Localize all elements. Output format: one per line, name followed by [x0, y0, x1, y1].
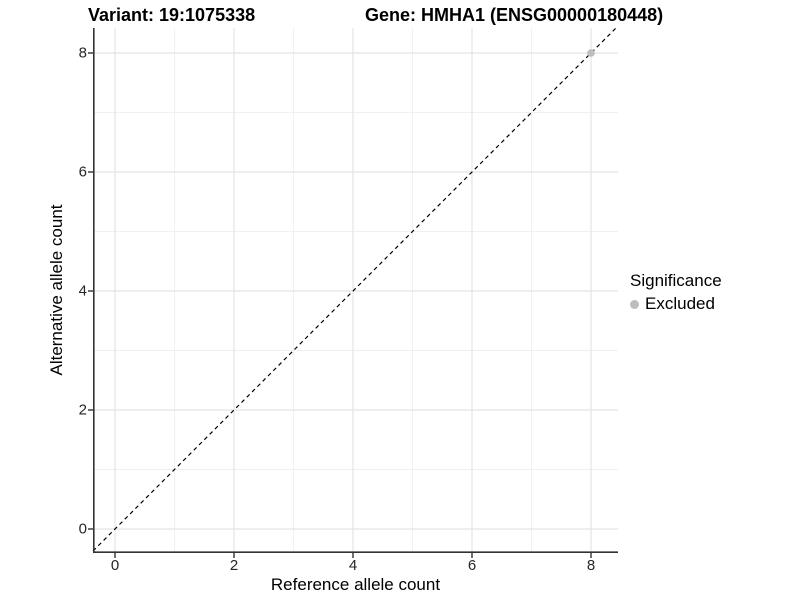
x-tick-label: 4: [348, 557, 358, 574]
x-tick-label: 2: [229, 557, 239, 574]
x-tick-label: 0: [110, 557, 120, 574]
legend-item-label: Excluded: [645, 294, 715, 313]
y-tick-label: 6: [78, 163, 87, 181]
data-point-excluded: [587, 49, 595, 57]
legend-key-dot-icon: [630, 299, 639, 309]
scatter-plot-canvas: [88, 27, 618, 558]
legend-title: Significance: [630, 271, 722, 290]
x-tick-label: 8: [586, 557, 596, 574]
legend-items: Excluded: [630, 294, 795, 314]
y-tick-label: 0: [78, 520, 87, 538]
x-tick-label: 6: [467, 557, 477, 574]
gene-title: Gene: HMHA1 (ENSG00000180448): [365, 5, 664, 25]
legend-item-excluded: Excluded: [630, 294, 795, 314]
variant-title: Variant: 19:1075338: [88, 5, 256, 25]
y-tick-label: 8: [78, 44, 87, 62]
y-axis-title: Alternative allele count: [47, 204, 66, 376]
identity-dashed-line: [92, 27, 617, 552]
legend: Significance Excluded: [630, 271, 795, 314]
y-tick-label: 4: [78, 282, 87, 300]
x-axis-title: Reference allele count: [270, 575, 441, 594]
y-tick-label: 2: [78, 401, 87, 419]
plot-panel: [88, 27, 618, 558]
